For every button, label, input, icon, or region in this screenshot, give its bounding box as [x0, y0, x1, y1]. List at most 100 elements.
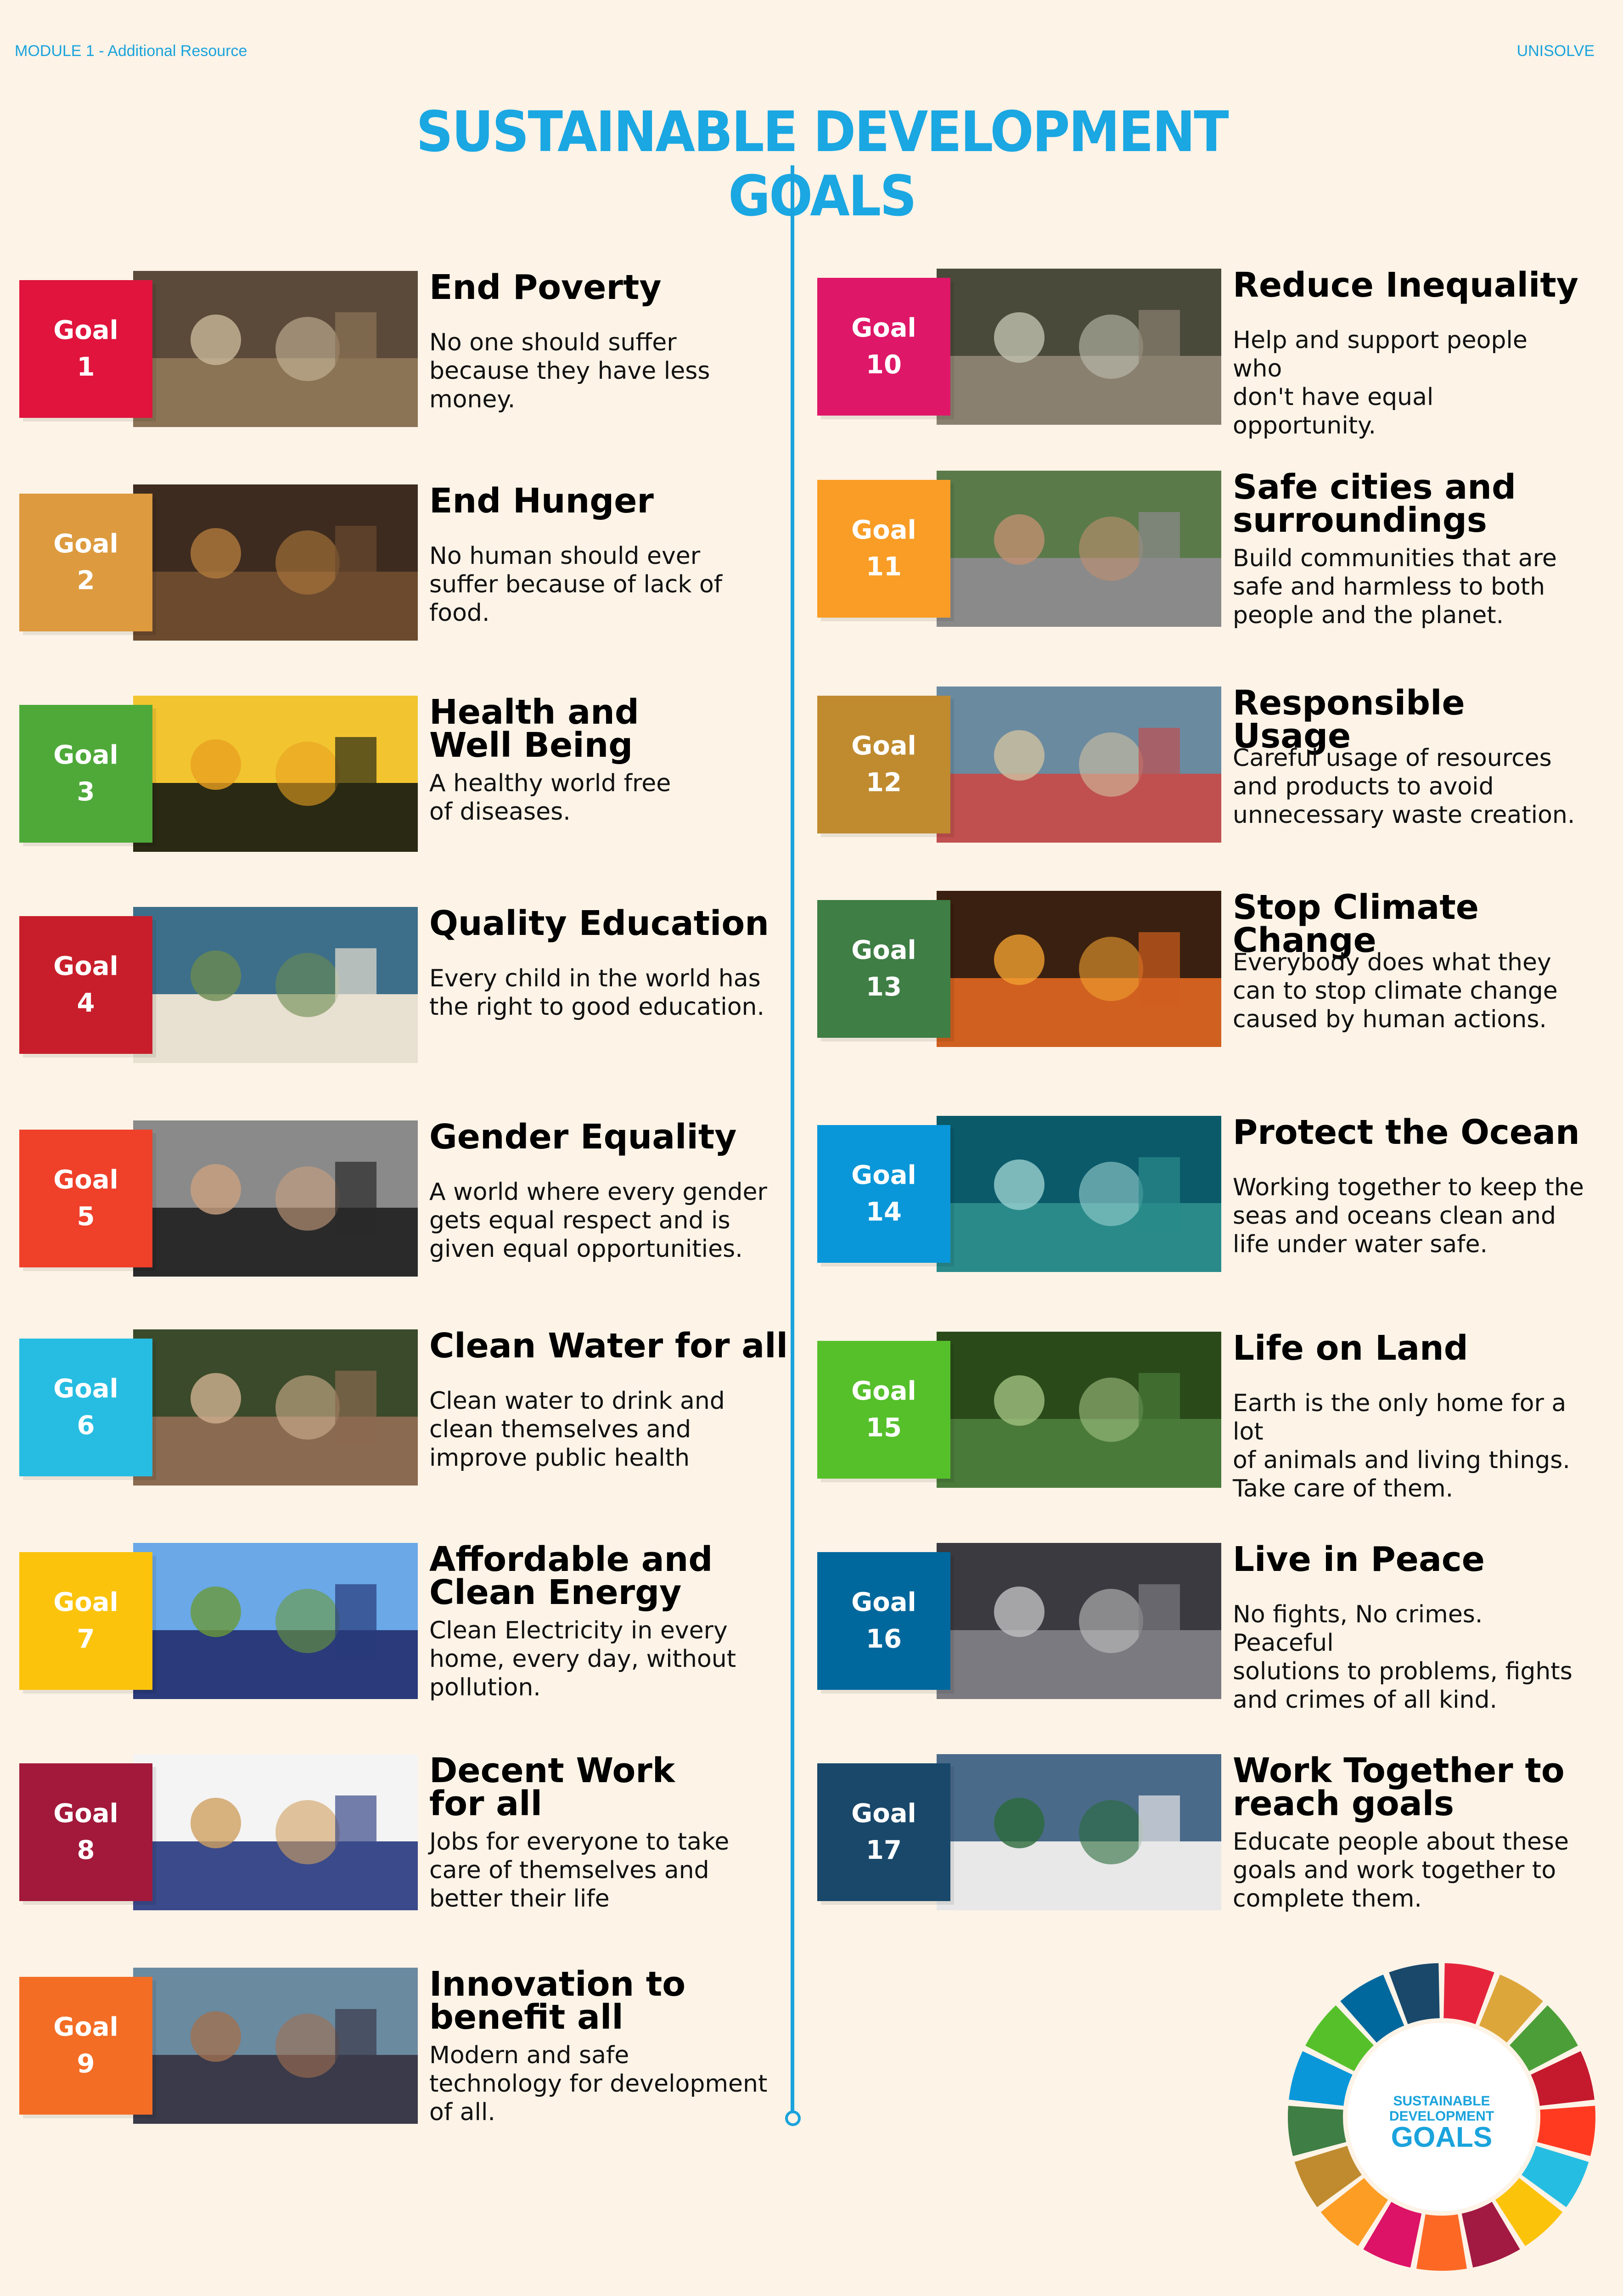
goal-card-14: Goal 14 Protect the Ocean Working together …: [794, 1113, 1584, 1281]
goal-photo: [133, 1120, 418, 1277]
goal-card-1: Goal 1 End Poverty No one should suffer bec…: [0, 268, 790, 436]
goal-badge-number: 4: [77, 988, 95, 1018]
goal-name: Life on Land: [1233, 1328, 1468, 1368]
goal-badge: Goal 8: [19, 1763, 152, 1901]
goal-card-5: Goal 5 Gender Equality A world where every …: [0, 1120, 790, 1286]
wheel-line2: DEVELOPMENT: [1389, 2109, 1494, 2124]
wheel-segment: [1443, 1963, 1494, 2024]
wheel-segment: [1461, 2202, 1520, 2268]
goal-name: Gender Equality: [429, 1117, 737, 1157]
goal-badge-label: Goal: [53, 951, 118, 981]
goal-name: Work Together to reach goals: [1233, 1751, 1565, 1823]
goal-badge-label: Goal: [851, 313, 916, 343]
goal-badge: Goal 5: [19, 1130, 152, 1267]
goal-badge: Goal 4: [19, 916, 152, 1054]
goal-badge-number: 11: [866, 552, 902, 582]
goal-card-10: Goal 10 Reduce Inequality Help and support …: [794, 268, 1584, 439]
goal-badge-number: 12: [866, 768, 902, 798]
wheel-segment: [1510, 2005, 1578, 2071]
goal-name: Quality Education: [429, 904, 769, 943]
goal-photo: [133, 907, 418, 1063]
goal-description: A world where every gender gets equal re…: [429, 1178, 767, 1263]
goal-badge-label: Goal: [851, 1799, 916, 1829]
goal-badge: Goal 6: [19, 1339, 152, 1476]
goal-name: Responsible Usage: [1233, 683, 1465, 756]
goal-card-6: Goal 6 Clean Water for all Clean water to d…: [0, 1329, 790, 1495]
goal-badge-number: 13: [866, 972, 902, 1002]
goal-name: Stop Climate Change: [1233, 888, 1479, 960]
goal-badge-number: 3: [77, 777, 95, 807]
goal-description: Earth is the only home for a lot of anim…: [1233, 1390, 1570, 1503]
goal-badge: Goal 10: [817, 278, 950, 416]
goal-photo: [133, 1329, 418, 1486]
goal-photo: [937, 1116, 1221, 1272]
goal-card-16: Goal 16 Live in Peace No fights, No crimes.…: [794, 1542, 1584, 1714]
goal-badge-label: Goal: [53, 1799, 118, 1829]
goal-description: Everybody does what they can to stop cli…: [1233, 949, 1558, 1033]
goal-badge-number: 6: [77, 1411, 95, 1441]
goal-description: Help and support people who don't have e…: [1233, 326, 1528, 439]
goal-badge: Goal 12: [817, 696, 950, 833]
goal-badge: Goal 11: [817, 480, 950, 618]
page-title: SUSTAINABLE DEVELOPMENT GOALS: [416, 100, 1229, 229]
goal-card-11: Goal 11 Safe cities and surroundings Build …: [794, 467, 1584, 636]
goal-badge: Goal 16: [817, 1552, 950, 1690]
goal-photo: [133, 1754, 418, 1910]
goal-card-4: Goal 4 Quality Education Every child in the…: [0, 904, 790, 1072]
wheel-segment: [1320, 2178, 1388, 2246]
goal-badge-number: 7: [77, 1624, 95, 1654]
goal-photo: [133, 1543, 418, 1699]
goal-badge-label: Goal: [851, 1160, 916, 1190]
goal-name: Safe cities and surroundings: [1233, 467, 1516, 540]
goal-badge-label: Goal: [53, 1374, 118, 1404]
goal-description: Educate people about these goals and wor…: [1233, 1828, 1569, 1913]
wheel-segment: [1537, 2105, 1595, 2156]
goal-name: Affordable and Clean Energy: [429, 1540, 713, 1612]
goal-badge-number: 2: [77, 566, 95, 596]
wheel-segment: [1340, 1975, 1404, 2043]
wheel-segment: [1495, 2178, 1563, 2246]
goal-badge: Goal 9: [19, 1977, 152, 2115]
goal-badge-label: Goal: [53, 529, 118, 559]
goal-badge-label: Goal: [851, 1376, 916, 1406]
goal-badge-number: 14: [866, 1197, 902, 1227]
goal-photo: [937, 1332, 1221, 1488]
goal-photo: [133, 1968, 418, 2124]
wheel-segment: [1289, 2051, 1353, 2106]
goal-name: Clean Water for all: [429, 1326, 788, 1366]
goal-badge-number: 15: [866, 1413, 902, 1443]
goal-badge: Goal 17: [817, 1763, 950, 1901]
wheel-segment: [1522, 2146, 1589, 2207]
goal-description: Every child in the world has the right t…: [429, 965, 765, 1021]
goal-card-9: Goal 9 Innovation to benefit all Modern and…: [0, 1964, 790, 2133]
goal-name: Protect the Ocean: [1233, 1113, 1580, 1152]
goal-name: End Poverty: [429, 268, 662, 307]
wheel-segment: [1288, 2105, 1347, 2156]
goal-card-2: Goal 2 End Hunger No human should ever suff…: [0, 484, 790, 650]
goal-badge-label: Goal: [53, 1165, 118, 1195]
goal-description: No human should ever suffer because of l…: [429, 542, 723, 627]
goal-badge-label: Goal: [851, 731, 916, 761]
goal-badge: Goal 14: [817, 1125, 950, 1263]
goal-photo: [937, 891, 1221, 1047]
goal-description: No fights, No crimes. Peaceful solutions…: [1233, 1601, 1572, 1714]
goal-badge: Goal 13: [817, 900, 950, 1038]
wheel-segment: [1305, 2005, 1374, 2071]
goal-badge-number: 9: [77, 2049, 95, 2079]
goal-name: Innovation to benefit all: [429, 1964, 686, 2037]
goal-badge-label: Goal: [53, 315, 118, 345]
goal-badge: Goal 15: [817, 1341, 950, 1479]
timeline-end-dot: [785, 2110, 801, 2126]
goal-badge-number: 10: [866, 350, 902, 380]
wheel-line1: SUSTAINABLE: [1393, 2093, 1490, 2109]
wheel-segment: [1416, 2214, 1467, 2271]
goal-badge-label: Goal: [53, 1587, 118, 1617]
goal-card-17: Goal 17 Work Together to reach goals Educat…: [794, 1754, 1584, 1919]
goal-photo: [937, 269, 1221, 425]
goal-description: Build communities that are safe and harm…: [1233, 545, 1557, 629]
goal-badge-label: Goal: [53, 2012, 118, 2042]
goal-photo: [937, 1543, 1221, 1699]
goal-photo: [133, 271, 418, 427]
goal-badge-number: 17: [866, 1835, 902, 1865]
goal-description: Working together to keep the seas and oc…: [1233, 1174, 1584, 1258]
